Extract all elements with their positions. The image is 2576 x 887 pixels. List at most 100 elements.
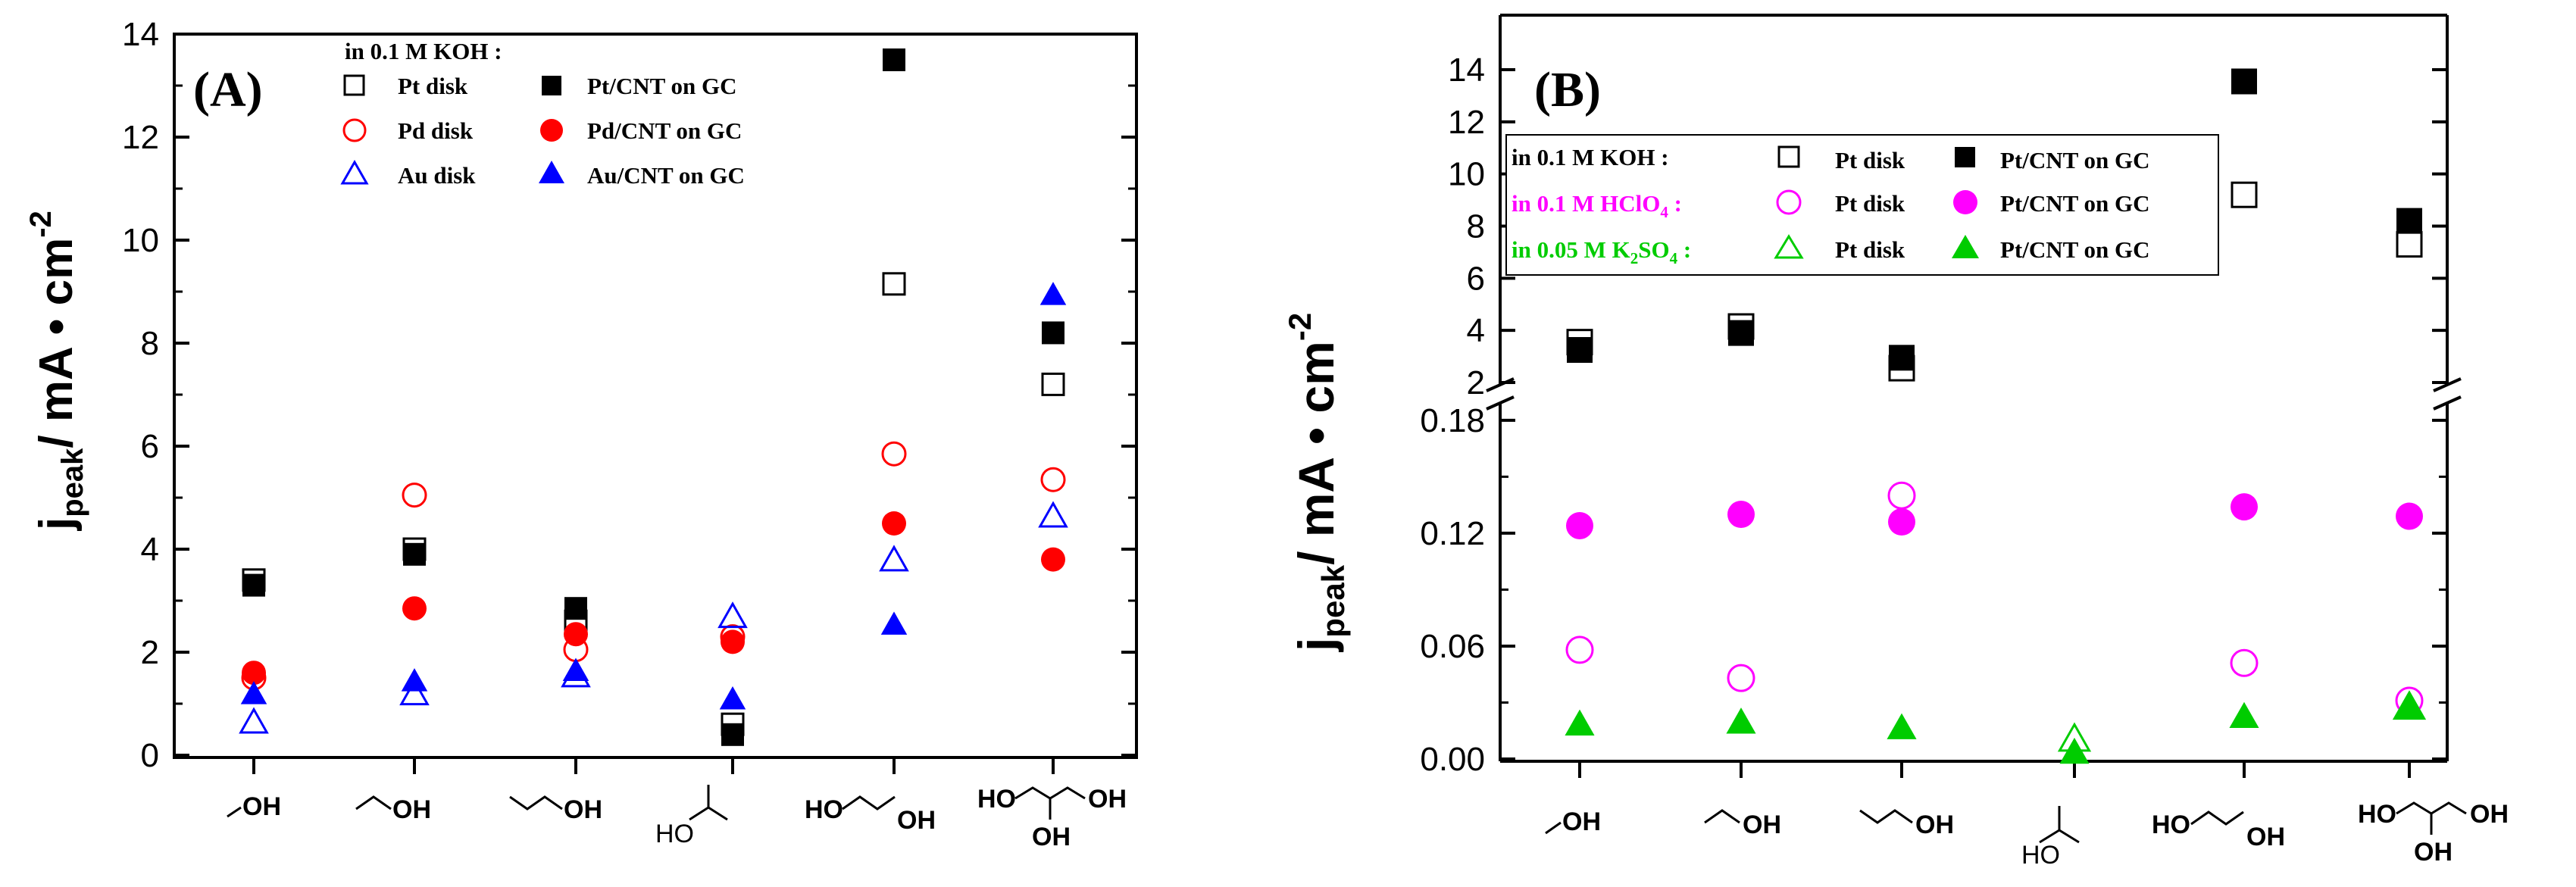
legend-item-pd-disk: Pd disk <box>342 117 474 144</box>
point-pd-cnt-on-gc-4 <box>882 511 906 536</box>
panel-a-data-points <box>239 48 1068 746</box>
y-tick-label-lower: 0.06 <box>1420 628 1485 665</box>
series-au-disk <box>239 501 1068 734</box>
molecule-ethylene-glycol: HO OH <box>805 795 936 835</box>
legend-marker-open-triangle <box>340 159 369 185</box>
molecule-methanol: OH <box>227 792 281 821</box>
panel-b-y-axis: 2 4 6 8 10 12 14 0.00 0.06 0.12 0.18 <box>1420 52 2447 778</box>
molecule-glycerol: HO OH OH <box>977 785 1127 851</box>
y-tick-label-upper: 4 <box>1467 312 1485 349</box>
panel-a-x-ticks <box>252 757 1055 774</box>
point-pt-cnt-on-gc-k2so4-3 <box>2059 737 2090 764</box>
molecule-label: HO <box>655 820 694 848</box>
point-au-cnt-on-gc-5 <box>1039 282 1067 305</box>
molecule-isopropanol: HO <box>2021 806 2080 870</box>
legend-electrolyte-text: in 0.05 M K <box>1512 236 1630 263</box>
series-pt-cnt-on-gc-hclo4 <box>1566 493 2423 539</box>
legend-label-pt-cnt: Pt/CNT on GC <box>587 73 737 99</box>
point-pt-disk-hclo4-1 <box>1727 664 1755 692</box>
panel-a-molecules: OH OH OH HO HO OH HO <box>227 785 1127 851</box>
point-pd-cnt-on-gc-1 <box>402 596 427 621</box>
panel-a-ylabel-sub: peak <box>56 448 89 517</box>
molecule-glycerol: HO OH OH <box>2358 800 2509 867</box>
point-pd-cnt-on-gc-3 <box>721 629 745 654</box>
legend-marker-filled-triangle <box>539 161 564 183</box>
molecule-methanol: OH <box>1545 807 1601 836</box>
panel-b-molecules: OH OH OH HO HO OH HO <box>1545 800 2509 870</box>
molecule-label: OH <box>564 795 602 824</box>
series-pd-disk <box>241 441 1066 691</box>
molecule-propanol: OH <box>509 795 602 824</box>
axis-break-left <box>1486 377 1515 411</box>
legend-item-au-cnt: Au/CNT on GC <box>539 161 745 189</box>
legend-marker-open-circle <box>342 118 367 142</box>
panel-b-ylabel-sub: peak <box>1315 564 1351 637</box>
molecule-propanol: OH <box>1859 809 1954 839</box>
point-au-disk-5 <box>1038 501 1068 528</box>
point-au-cnt-on-gc-2 <box>562 657 589 682</box>
panel-a-y-axis-label: jpeak/ mA • cm-2 <box>24 211 89 531</box>
point-au-cnt-on-gc-4 <box>880 611 908 635</box>
legend-marker-filled-circle <box>1953 190 1977 214</box>
legend-electrolyte-sub: 2 <box>1630 249 1639 267</box>
legend-row-hclo4: in 0.1 M HClO4 : Pt disk Pt/CNT on GC <box>1512 189 2150 221</box>
legend-label-au-disk: Au disk <box>398 162 476 189</box>
legend-label-pt-disk: Pt disk <box>1835 147 1905 173</box>
legend-label-pt-cnt: Pt/CNT on GC <box>2000 147 2150 173</box>
y-tick-label-lower: 0.12 <box>1420 515 1485 552</box>
series-pt-cnt-on-gc-koh <box>1567 68 2422 371</box>
point-pt-cnt-on-gc-hclo4-5 <box>2396 502 2423 530</box>
point-au-disk-1 <box>399 679 430 706</box>
legend-marker-open-square <box>1777 145 1800 168</box>
point-pt-cnt-on-gc-3 <box>721 723 744 746</box>
molecule-label: OH <box>1032 823 1071 851</box>
y-tick-label-upper: 10 <box>1448 156 1485 193</box>
molecule-label: OH <box>2246 823 2285 851</box>
legend-electrolyte-mid: SO <box>1638 236 1669 263</box>
point-pt-cnt-on-gc-koh-2 <box>1889 345 1915 371</box>
panel-a: 0 2 4 6 8 10 12 14 jpeak/ mA • cm-2 (A) in 0.1 … <box>24 16 1138 851</box>
point-pt-cnt-on-gc-koh-0 <box>1567 336 1593 363</box>
molecule-label: OH <box>1562 807 1601 836</box>
y-tick-label: 8 <box>141 325 159 362</box>
point-pt-disk-5 <box>1041 372 1065 396</box>
panel-b: 2 4 6 8 10 12 14 0.00 0.06 0.12 0.18 (B) in 0.1 M … <box>1282 14 2509 870</box>
point-pd-disk-5 <box>1040 467 1066 492</box>
point-au-cnt-on-gc-3 <box>719 686 746 710</box>
series-pt-disk-hclo4 <box>1565 481 2424 715</box>
molecule-ethanol: OH <box>355 795 431 824</box>
y-tick-label: 6 <box>141 428 159 465</box>
panel-a-ylabel-rest: / mA • cm <box>30 238 83 448</box>
panel-a-ylabel-main: j <box>30 517 83 531</box>
molecule-label: HO <box>977 785 1016 814</box>
point-pt-cnt-on-gc-k2so4-0 <box>1565 709 1595 736</box>
molecule-label: OH <box>1743 810 1781 839</box>
panel-b-ylabel-main: j <box>1288 638 1344 653</box>
point-pd-disk-4 <box>881 441 907 467</box>
panel-a-legend-title: in 0.1 M KOH : <box>345 38 502 64</box>
point-pt-cnt-on-gc-4 <box>883 48 905 71</box>
panel-a-y-axis: 0 2 4 6 8 10 12 14 <box>122 16 1136 774</box>
point-pt-cnt-on-gc-koh-4 <box>2231 68 2257 95</box>
legend-marker-open-square <box>343 74 365 96</box>
legend-label-pt-disk: Pt disk <box>1835 236 1905 263</box>
axis-break-right <box>2433 377 2462 411</box>
molecule-label: OH <box>242 792 281 821</box>
point-pt-cnt-on-gc-k2so4-5 <box>2394 692 2424 719</box>
point-pt-cnt-on-gc-koh-1 <box>1728 320 1754 346</box>
point-pd-cnt-on-gc-5 <box>1041 547 1065 572</box>
y-tick-label: 12 <box>122 119 159 156</box>
panel-b-ylabel-rest: / mA • cm <box>1288 341 1344 565</box>
legend-label-pd-disk: Pd disk <box>398 117 474 144</box>
legend-marker-open-circle <box>1776 189 1802 215</box>
molecule-label: OH <box>392 795 431 824</box>
legend-marker-open-triangle <box>1774 234 1804 259</box>
molecule-isopropanol: HO <box>655 785 728 848</box>
point-pt-cnt-on-gc-5 <box>1042 321 1064 345</box>
panel-b-tag: (B) <box>1534 62 1601 117</box>
y-tick-label-upper: 14 <box>1448 52 1485 89</box>
molecule-label: OH <box>1088 785 1127 814</box>
point-au-disk-3 <box>717 601 748 629</box>
series-pt-cnt-on-gc-k2so4 <box>1565 692 2424 764</box>
y-tick-label: 10 <box>122 222 159 259</box>
